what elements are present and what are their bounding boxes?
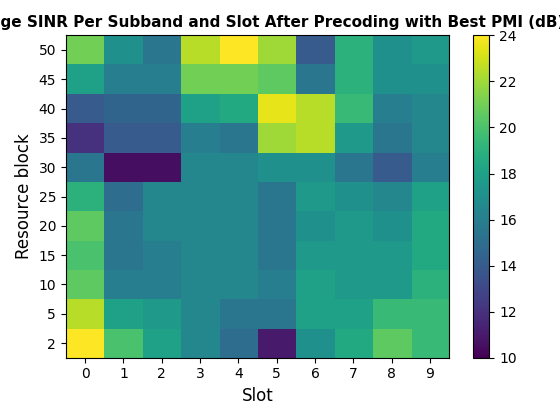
- Title: Average SINR Per Subband and Slot After Precoding with Best PMI (dB): Average SINR Per Subband and Slot After …: [0, 15, 560, 30]
- X-axis label: Slot: Slot: [242, 387, 273, 405]
- Y-axis label: Resource block: Resource block: [15, 134, 33, 260]
